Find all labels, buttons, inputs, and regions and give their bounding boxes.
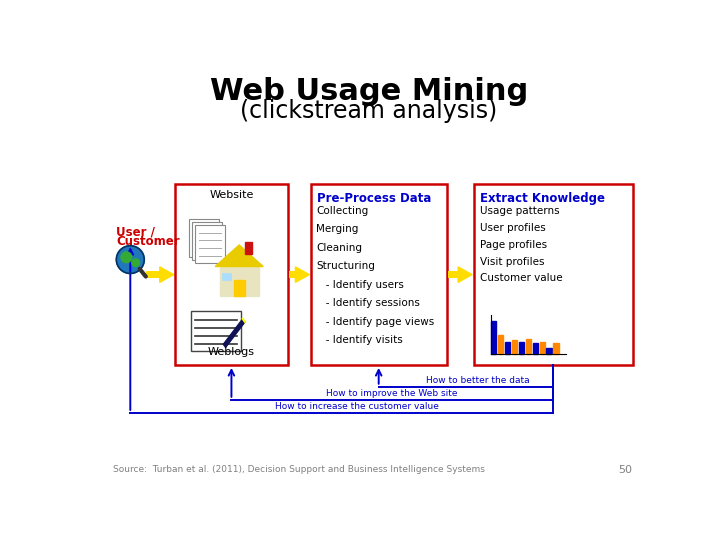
Polygon shape [295, 267, 310, 282]
Bar [448, 271, 458, 279]
Polygon shape [223, 319, 245, 347]
Bar [222, 273, 230, 280]
Bar [505, 342, 510, 354]
Text: Structuring: Structuring [316, 261, 375, 271]
Bar [191, 311, 241, 351]
Bar [246, 242, 253, 254]
Bar [554, 343, 559, 354]
Text: Website: Website [210, 190, 253, 200]
Text: How to improve the Web site: How to improve the Web site [326, 389, 458, 398]
Text: - Identify users: - Identify users [316, 280, 404, 289]
Text: Cleaning: Cleaning [316, 242, 362, 253]
Text: Extract Knowledge: Extract Knowledge [480, 192, 605, 205]
Circle shape [132, 259, 140, 267]
FancyBboxPatch shape [195, 225, 225, 264]
Text: Weblogs: Weblogs [208, 347, 255, 357]
Text: (clickstream analysis): (clickstream analysis) [240, 99, 498, 123]
Bar [546, 348, 552, 354]
Bar [311, 184, 446, 365]
FancyBboxPatch shape [192, 222, 222, 260]
Text: Visit profiles: Visit profiles [480, 256, 544, 267]
Bar [490, 321, 496, 354]
Bar [234, 280, 245, 296]
Polygon shape [160, 267, 174, 282]
Text: User profiles: User profiles [480, 222, 546, 233]
Text: - Identify visits: - Identify visits [316, 335, 403, 345]
Text: Collecting: Collecting [316, 206, 369, 215]
Text: 50: 50 [618, 465, 632, 475]
Bar [533, 342, 538, 354]
Text: How to increase the customer value: How to increase the customer value [275, 402, 439, 411]
Polygon shape [458, 267, 472, 282]
Text: - Identify page views: - Identify page views [316, 316, 435, 327]
Text: - Identify sessions: - Identify sessions [316, 298, 420, 308]
Bar [512, 340, 517, 354]
Text: Customer: Customer [117, 234, 180, 248]
Bar [145, 271, 160, 279]
FancyBboxPatch shape [189, 219, 219, 257]
Text: Source:  Turban et al. (2011), Decision Support and Business Intelligence System: Source: Turban et al. (2011), Decision S… [113, 465, 485, 474]
Text: Page profiles: Page profiles [480, 240, 547, 249]
Text: Pre-Process Data: Pre-Process Data [317, 192, 431, 205]
Circle shape [121, 252, 132, 262]
Bar [220, 267, 258, 296]
Circle shape [117, 246, 144, 273]
Bar [474, 184, 632, 365]
Text: Customer value: Customer value [480, 273, 562, 284]
Text: Usage patterns: Usage patterns [480, 206, 559, 215]
Bar [526, 339, 531, 354]
Text: Web Usage Mining: Web Usage Mining [210, 77, 528, 106]
Text: How to better the data: How to better the data [426, 376, 529, 385]
Text: Merging: Merging [316, 224, 359, 234]
Bar [518, 342, 524, 354]
Bar [175, 184, 287, 365]
Bar [498, 335, 503, 354]
Polygon shape [215, 245, 264, 267]
Text: User /: User / [117, 225, 156, 238]
Bar [289, 271, 295, 279]
Bar [539, 342, 545, 354]
